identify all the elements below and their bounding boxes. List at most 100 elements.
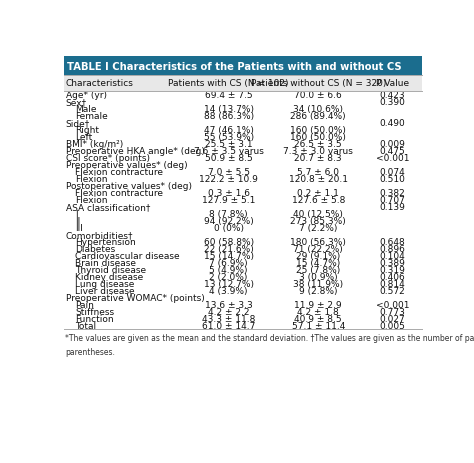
Bar <box>64 140 422 148</box>
Bar <box>64 315 422 322</box>
Text: 160 (50.0%): 160 (50.0%) <box>290 132 346 142</box>
Text: 160 (50.0%): 160 (50.0%) <box>290 125 346 134</box>
Text: 4.2 ± 1.8: 4.2 ± 1.8 <box>297 307 339 316</box>
Text: 0.773: 0.773 <box>380 307 406 316</box>
Text: Patients with CS (N = 102): Patients with CS (N = 102) <box>168 79 289 88</box>
Text: 0.475: 0.475 <box>380 146 405 156</box>
Text: *The values are given as the mean and the standard deviation. †The values are gi: *The values are given as the mean and th… <box>65 333 474 343</box>
Text: 7.3 ± 3.0 varus: 7.3 ± 3.0 varus <box>283 146 353 156</box>
Text: 43.3 ± 11.8: 43.3 ± 11.8 <box>202 314 255 323</box>
Text: 26.5 ± 3.5: 26.5 ± 3.5 <box>294 139 342 149</box>
Text: 0.2 ± 1.1: 0.2 ± 1.1 <box>297 188 339 197</box>
Bar <box>64 273 422 280</box>
Text: Right: Right <box>75 125 99 134</box>
Bar <box>64 245 422 252</box>
Text: 4.2 ± 2.2: 4.2 ± 2.2 <box>208 307 249 316</box>
Text: Preoperative values* (deg): Preoperative values* (deg) <box>66 161 188 169</box>
Text: Thyroid disease: Thyroid disease <box>75 265 146 274</box>
Text: 127.6 ± 5.8: 127.6 ± 5.8 <box>292 195 345 204</box>
Text: 29 (9.1%): 29 (9.1%) <box>296 251 340 260</box>
Text: 0.390: 0.390 <box>380 98 406 106</box>
Bar <box>64 92 422 99</box>
Text: ASA classification†: ASA classification† <box>66 202 150 211</box>
Text: parentheses.: parentheses. <box>65 347 115 356</box>
Text: 0.027: 0.027 <box>380 314 405 323</box>
Text: BMI* (kg/m²): BMI* (kg/m²) <box>66 139 123 149</box>
Text: 15 (4.7%): 15 (4.7%) <box>296 258 340 267</box>
Bar <box>64 99 422 106</box>
Text: 0.104: 0.104 <box>380 251 405 260</box>
Bar <box>64 169 422 175</box>
Text: Stiffness: Stiffness <box>75 307 114 316</box>
Text: 0.490: 0.490 <box>380 119 405 127</box>
Text: 14 (13.7%): 14 (13.7%) <box>204 105 254 113</box>
Text: Flexion contracture: Flexion contracture <box>75 188 163 197</box>
Text: Male: Male <box>75 105 97 113</box>
Text: Preoperative WOMAC* (points): Preoperative WOMAC* (points) <box>66 293 205 302</box>
Bar <box>64 148 422 155</box>
Text: 0.814: 0.814 <box>380 279 405 288</box>
Bar <box>64 155 422 162</box>
Text: II: II <box>75 216 80 225</box>
Text: 38 (11.9%): 38 (11.9%) <box>293 279 343 288</box>
Bar <box>64 252 422 259</box>
Bar <box>64 57 422 76</box>
Text: 25 (7.8%): 25 (7.8%) <box>296 265 340 274</box>
Text: 4 (3.9%): 4 (3.9%) <box>210 286 248 295</box>
Text: 5 (4.9%): 5 (4.9%) <box>210 265 248 274</box>
Text: Sex†: Sex† <box>66 98 87 106</box>
Text: 20.7 ± 8.3: 20.7 ± 8.3 <box>294 153 342 163</box>
Text: 0.389: 0.389 <box>380 258 406 267</box>
Text: <0.001: <0.001 <box>376 300 410 309</box>
Text: 13 (12.7%): 13 (12.7%) <box>204 279 254 288</box>
Bar <box>64 175 422 182</box>
Text: 61.0 ± 14.7: 61.0 ± 14.7 <box>202 321 255 330</box>
Text: 0.707: 0.707 <box>380 195 406 204</box>
Text: TABLE I Characteristics of the Patients with and without CS: TABLE I Characteristics of the Patients … <box>66 62 401 72</box>
Text: 57.1 ± 11.4: 57.1 ± 11.4 <box>292 321 345 330</box>
Text: 180 (56.3%): 180 (56.3%) <box>290 238 346 246</box>
Text: 273 (85.3%): 273 (85.3%) <box>291 216 346 225</box>
Text: 88 (86.3%): 88 (86.3%) <box>203 112 254 120</box>
Bar <box>64 133 422 140</box>
Text: Diabetes: Diabetes <box>75 244 115 253</box>
Bar <box>64 126 422 133</box>
Bar <box>64 162 422 169</box>
Bar <box>64 203 422 210</box>
Text: 7 (6.9%): 7 (6.9%) <box>210 258 248 267</box>
Text: Side†: Side† <box>66 119 90 127</box>
Text: Lung disease: Lung disease <box>75 279 135 288</box>
Text: Pain: Pain <box>75 300 94 309</box>
Bar <box>64 217 422 225</box>
Text: 0.648: 0.648 <box>380 238 405 246</box>
Text: 7 (2.2%): 7 (2.2%) <box>299 223 337 232</box>
Text: 40.9 ± 8.5: 40.9 ± 8.5 <box>294 314 342 323</box>
Text: 2 (2.0%): 2 (2.0%) <box>210 272 248 281</box>
Bar <box>64 287 422 294</box>
Text: Flexion contracture: Flexion contracture <box>75 168 163 176</box>
Text: 0.572: 0.572 <box>380 286 405 295</box>
Text: Characteristics: Characteristics <box>66 79 134 88</box>
Text: 70.0 ± 6.6: 70.0 ± 6.6 <box>294 91 342 100</box>
Text: Preoperative HKA angle* (deg): Preoperative HKA angle* (deg) <box>66 146 205 156</box>
Bar <box>64 294 422 301</box>
Text: 9 (2.8%): 9 (2.8%) <box>299 286 337 295</box>
Text: 0.423: 0.423 <box>380 91 405 100</box>
Text: Brain disease: Brain disease <box>75 258 136 267</box>
Text: I: I <box>75 209 78 219</box>
Text: 286 (89.4%): 286 (89.4%) <box>291 112 346 120</box>
Text: 127.9 ± 5.1: 127.9 ± 5.1 <box>202 195 255 204</box>
Text: 0.382: 0.382 <box>380 188 405 197</box>
Text: Total: Total <box>75 321 96 330</box>
Text: Flexion: Flexion <box>75 195 108 204</box>
Bar <box>64 210 422 217</box>
Text: 0.074: 0.074 <box>380 168 405 176</box>
Text: 40 (12.5%): 40 (12.5%) <box>293 209 343 219</box>
Bar <box>64 189 422 196</box>
Text: 13.6 ± 3.3: 13.6 ± 3.3 <box>205 300 253 309</box>
Text: 8 (7.8%): 8 (7.8%) <box>210 209 248 219</box>
Text: 120.8 ± 20.1: 120.8 ± 20.1 <box>289 175 348 183</box>
Bar <box>64 225 422 232</box>
Bar <box>64 308 422 315</box>
Text: 55 (53.9%): 55 (53.9%) <box>203 132 254 142</box>
